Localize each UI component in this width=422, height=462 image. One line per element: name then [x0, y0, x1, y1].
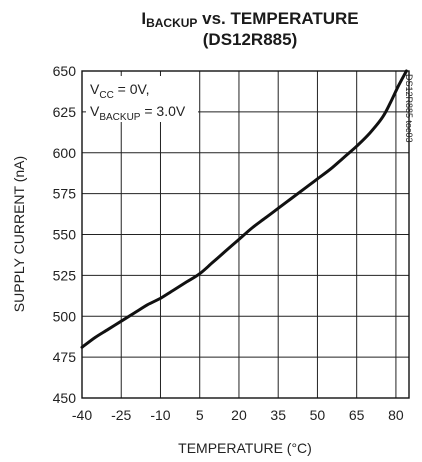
- x-tick-label: -10: [150, 407, 170, 423]
- chart-title-line1: IBACKUP vs. TEMPERATURE: [141, 9, 358, 30]
- x-tick-label: 20: [231, 407, 247, 423]
- y-tick-label: 575: [53, 186, 77, 202]
- y-tick-label: 450: [53, 390, 77, 406]
- x-tick-label: 50: [310, 407, 326, 423]
- annotation-background: [86, 76, 198, 122]
- y-axis-label: SUPPLY CURRENT (nA): [11, 156, 27, 312]
- y-tick-label: 550: [53, 227, 77, 243]
- y-tick-label: 525: [53, 267, 77, 283]
- chart-title-line2: (DS12R885): [203, 30, 298, 49]
- y-tick-label: 600: [53, 145, 77, 161]
- series-line: [80, 69, 408, 349]
- y-tick-label: 625: [53, 104, 77, 120]
- y-tick-label: 650: [53, 63, 77, 79]
- tick-labels: -40 -25 -10 5 20 35 50 65 80 450 475 500 525 550 575 60…: [53, 63, 404, 423]
- x-tick-label: 80: [388, 407, 404, 423]
- x-tick-label: 35: [270, 407, 286, 423]
- plot-frame: [81, 70, 410, 399]
- y-tick-label: 475: [53, 349, 77, 365]
- x-axis-label: TEMPERATURE (°C): [178, 440, 312, 456]
- x-tick-label: -25: [111, 407, 131, 423]
- x-tick-label: -40: [72, 407, 92, 423]
- x-tick-label: 65: [349, 407, 365, 423]
- figure-code: DS12R885 toc03: [404, 74, 414, 143]
- annotation-line2: VBACKUP = 3.0V: [90, 103, 186, 123]
- y-tick-label: 500: [53, 308, 77, 324]
- annotation-line1: VCC = 0V,: [90, 81, 149, 101]
- grid: [82, 71, 409, 398]
- x-tick-label: 5: [196, 407, 204, 423]
